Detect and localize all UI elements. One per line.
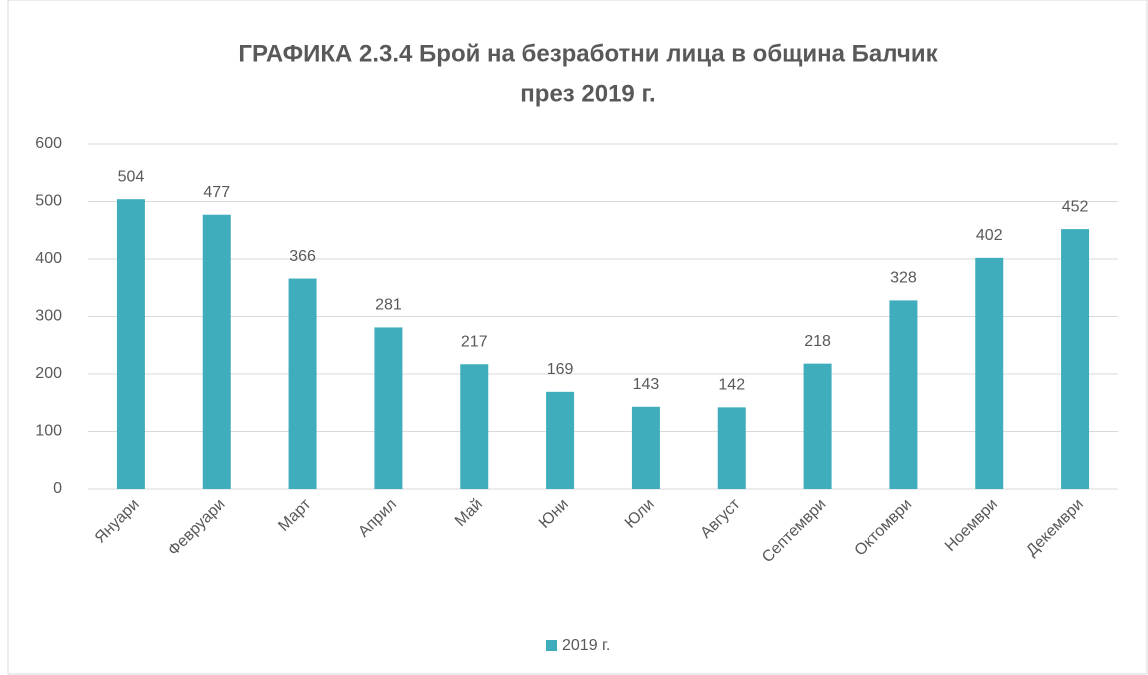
y-tick-label: 100 [35,423,62,440]
bar [1061,229,1090,489]
y-tick-label: 500 [35,193,62,210]
data-label: 281 [375,297,402,314]
chart-border [7,0,1148,675]
bar [975,257,1004,489]
bar [546,391,575,489]
bar [116,199,145,489]
data-label: 452 [1062,198,1089,215]
bar [374,327,403,489]
chart-title: ГРАФИКА 2.3.4 Брой на безработни лица в … [238,40,938,67]
data-label: 143 [633,376,660,393]
bar [803,363,832,489]
y-tick-label: 200 [35,365,62,382]
data-label: 477 [203,184,230,201]
bar [717,407,746,489]
data-label: 402 [976,227,1003,244]
bar [202,214,231,489]
y-tick-label: 600 [35,135,62,152]
bar [288,278,317,489]
data-label: 218 [804,333,831,350]
legend-label: 2019 г. [562,637,610,654]
bar [889,300,918,489]
data-label: 366 [289,248,316,265]
y-tick-label: 300 [35,308,62,325]
y-tick-label: 0 [53,480,62,497]
data-label: 169 [547,361,574,378]
data-label: 217 [461,333,488,350]
data-label: 504 [118,168,145,185]
y-tick-label: 400 [35,250,62,267]
legend-swatch [546,640,557,651]
data-label: 328 [890,270,917,287]
chart-title: през 2019 г. [520,80,655,107]
bar [631,406,660,489]
bar [460,364,489,489]
data-label: 142 [718,377,745,394]
